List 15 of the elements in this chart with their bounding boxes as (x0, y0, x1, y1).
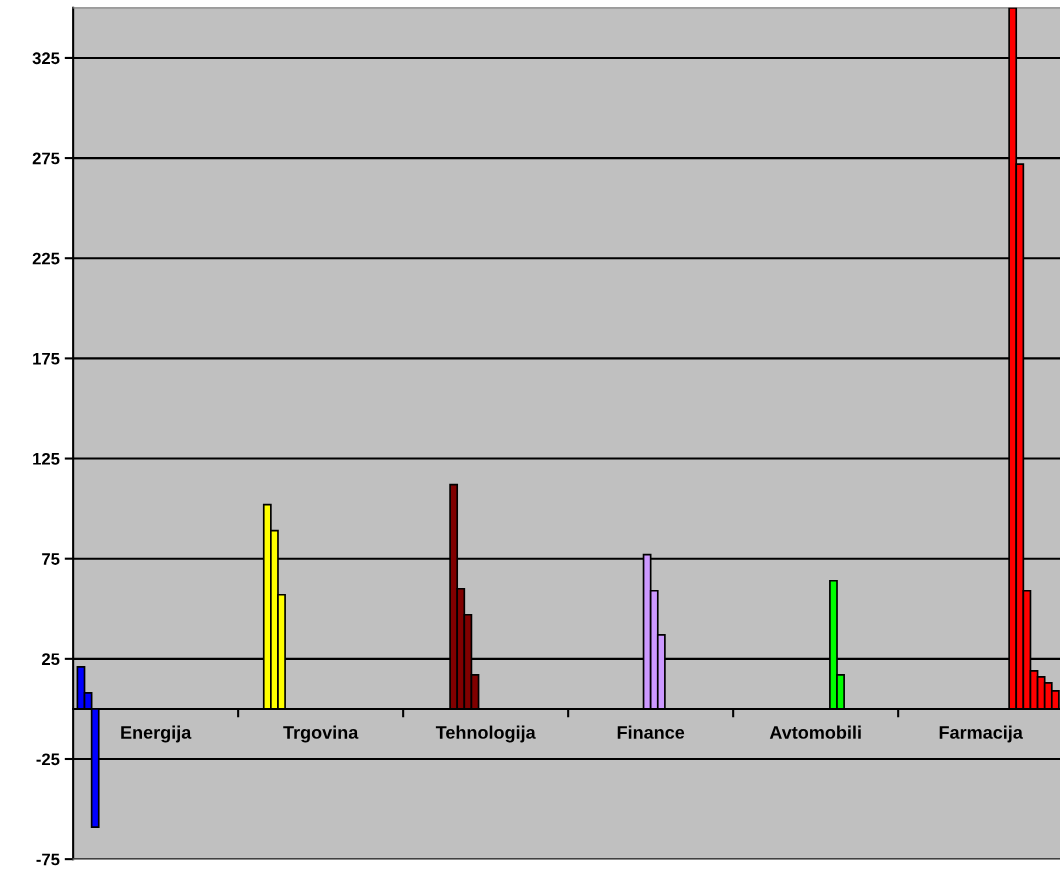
y-tick-label: 225 (32, 252, 60, 265)
x-tick-label: Trgovina (283, 725, 359, 743)
y-tick-label: -25 (36, 753, 60, 766)
x-tick-label: Tehnologija (435, 725, 536, 743)
y-tick-label: 325 (32, 52, 60, 65)
x-tick-label: Energija (121, 725, 192, 743)
y-tick-label: 275 (32, 152, 60, 165)
x-tick-label: Farmacija (939, 725, 1023, 743)
y-tick-label: 175 (33, 352, 60, 365)
y-tick-label: 75 (42, 553, 60, 565)
y-tick-label: 25 (41, 653, 60, 666)
x-tick-label: Finance (617, 725, 685, 739)
y-tick-label: 125 (33, 452, 60, 465)
y-tick-label: -75 (36, 853, 60, 866)
x-tick-label: Avtomobili (769, 725, 861, 739)
